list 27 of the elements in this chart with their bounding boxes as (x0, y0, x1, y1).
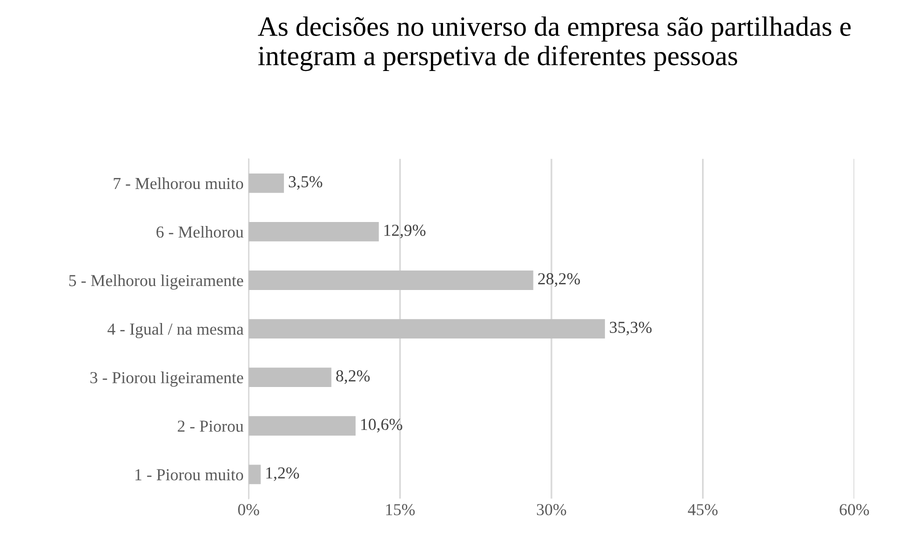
data-label: 35,3% (610, 322, 652, 336)
bar (248, 270, 534, 290)
x-tick-label: 15% (386, 504, 415, 516)
bar (248, 368, 332, 388)
data-label: 12,9% (384, 224, 426, 238)
y-tick-label: 3 - Piorou ligeiramente (90, 372, 244, 387)
bar (248, 464, 261, 484)
x-tick-label: 0% (238, 504, 260, 516)
y-tick-label: 2 - Piorou (178, 420, 244, 432)
data-label: 3,5% (288, 176, 322, 190)
x-tick-label: 30% (536, 504, 566, 516)
chart-title: As decisões no universo da empresa são partilhadas e integram a perspetiva de diferentes pessoas (258, 16, 851, 72)
y-tick-label: 1 - Piorou muito (135, 469, 244, 480)
bar (248, 319, 605, 339)
data-label: 1,2% (266, 467, 300, 481)
y-tick-label: 5 - Melhorou ligeiramente (69, 274, 244, 290)
y-tick-label: 4 - Igual / na mesma (108, 323, 244, 338)
bar (248, 416, 356, 436)
bar (248, 173, 284, 193)
data-label: 10,6% (361, 418, 402, 432)
x-tick-label: 60% (840, 504, 869, 516)
y-tick-label: 7 - Melhorou muito (114, 177, 244, 190)
data-label: 28,2% (538, 273, 580, 287)
data-label: 8,2% (336, 370, 370, 384)
bar (248, 222, 379, 242)
y-tick-label: 6 - Melhorou (156, 226, 244, 238)
x-tick-label: 45% (688, 504, 718, 516)
